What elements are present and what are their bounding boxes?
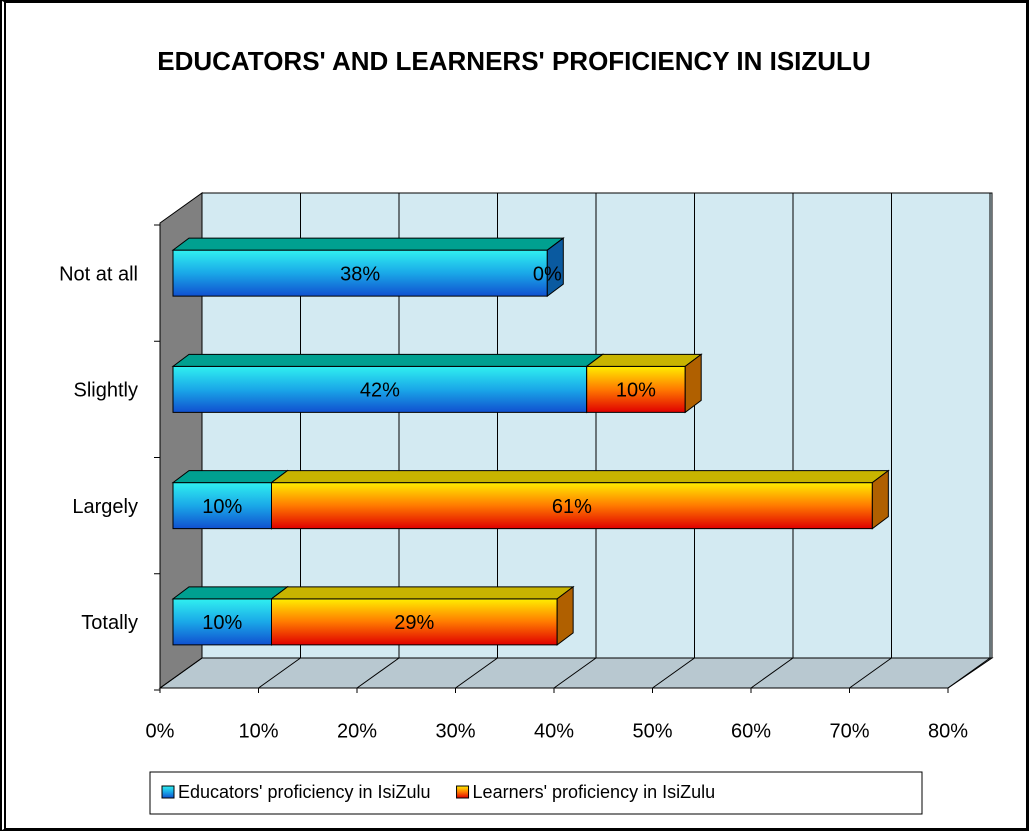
chart-title: EDUCATORS' AND LEARNERS' PROFICIENCY IN … [157, 46, 871, 76]
floor [158, 657, 994, 689]
bar-top [546, 237, 564, 251]
grid-line [553, 657, 597, 689]
x-tick-label: 70% [829, 720, 869, 742]
grid-line [356, 657, 400, 689]
y-tick-label: Slightly [74, 380, 138, 402]
y-tick-label: Largely [72, 496, 138, 518]
bar-side [556, 585, 574, 646]
bar-segment [172, 482, 272, 530]
y-tick-label: Not at all [59, 263, 138, 285]
data-label: 42% [360, 380, 400, 402]
bar-top [171, 353, 605, 367]
bar-segment [271, 482, 873, 530]
data-label: 10% [202, 612, 242, 634]
x-tick-label: 10% [238, 720, 278, 742]
grid-line [750, 657, 794, 689]
x-tick-label: 30% [435, 720, 475, 742]
x-tick-label: 80% [928, 720, 968, 742]
legend-label: Learners' proficiency in IsiZulu [473, 782, 716, 802]
x-tick-label: 60% [731, 720, 771, 742]
grid-line [455, 657, 498, 689]
grid-line [159, 657, 203, 689]
data-label: 29% [394, 612, 434, 634]
bar-side [684, 353, 702, 414]
bar-top [171, 237, 565, 251]
data-label: 10% [202, 496, 242, 518]
bar-segment [172, 365, 588, 413]
x-tick-label: 40% [534, 720, 574, 742]
x-tick-label: 0% [146, 720, 175, 742]
legend-label: Educators' proficiency in IsiZulu [178, 782, 431, 802]
grid-line [947, 657, 991, 689]
bar-top [585, 353, 703, 367]
data-label: 0% [533, 263, 562, 285]
grid-line [258, 657, 301, 689]
bar-segment [172, 598, 272, 646]
x-tick-label: 20% [337, 720, 377, 742]
legend-swatch [456, 785, 470, 799]
bar-top [171, 470, 289, 484]
bar-top [270, 470, 890, 484]
bar-segment [271, 598, 558, 646]
data-label: 10% [616, 380, 656, 402]
bar-top [270, 586, 575, 600]
data-label: 61% [552, 496, 592, 518]
grid-line [849, 657, 892, 689]
y-tick-label: Totally [81, 612, 138, 634]
data-label: 38% [340, 263, 380, 285]
bar-top [171, 586, 289, 600]
grid-line [652, 657, 695, 689]
legend-swatch [161, 785, 175, 799]
legend-box [149, 771, 923, 815]
bar-side [871, 469, 889, 530]
x-tick-label: 50% [632, 720, 672, 742]
